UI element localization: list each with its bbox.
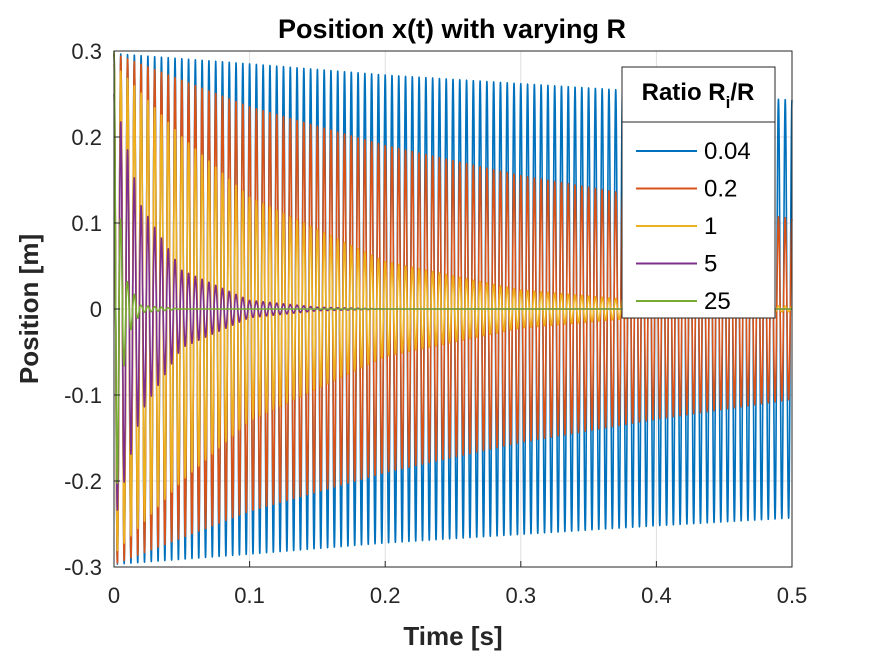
y-tick-label: 0 — [90, 297, 102, 322]
legend-label: 5 — [704, 251, 717, 278]
x-axis-title: Time [s] — [403, 621, 502, 651]
y-tick-label: 0.3 — [71, 39, 102, 64]
x-tick-label: 0.5 — [777, 583, 808, 608]
legend-title-tail: /R — [730, 79, 754, 106]
legend-label: 0.04 — [704, 138, 751, 165]
y-tick-label: -0.2 — [64, 469, 102, 494]
y-tick-label: 0.1 — [71, 211, 102, 236]
x-tick-label: 0 — [108, 583, 120, 608]
x-tick-label: 0.4 — [641, 583, 672, 608]
y-tick-label: -0.1 — [64, 383, 102, 408]
x-tick-label: 0.2 — [370, 583, 401, 608]
legend-label: 0.2 — [704, 176, 737, 203]
legend-label: 25 — [704, 288, 731, 315]
legend-title-main: Ratio R — [642, 79, 726, 106]
legend: Ratio Ri/R 0.04 0.2 1 5 25 — [621, 66, 776, 319]
legend-title: Ratio Ri/R — [642, 79, 755, 112]
y-tick-label: -0.3 — [64, 555, 102, 580]
axis-ticks: 0 0.1 0.2 0.3 0.4 0.5 -0.3 -0.2 -0.1 0 0.1 0.2 0.3 — [64, 39, 807, 608]
chart-title: Position x(t) with varying R — [278, 14, 626, 44]
legend-entries: 0.04 0.2 1 5 25 — [636, 138, 751, 315]
x-tick-label: 0.3 — [506, 583, 537, 608]
x-tick-label: 0.1 — [234, 583, 265, 608]
legend-label: 1 — [704, 213, 717, 240]
y-tick-label: 0.2 — [71, 125, 102, 150]
legend-box — [621, 66, 776, 319]
y-axis-title: Position [m] — [14, 234, 44, 384]
legend-title-subscript: i — [726, 93, 731, 112]
